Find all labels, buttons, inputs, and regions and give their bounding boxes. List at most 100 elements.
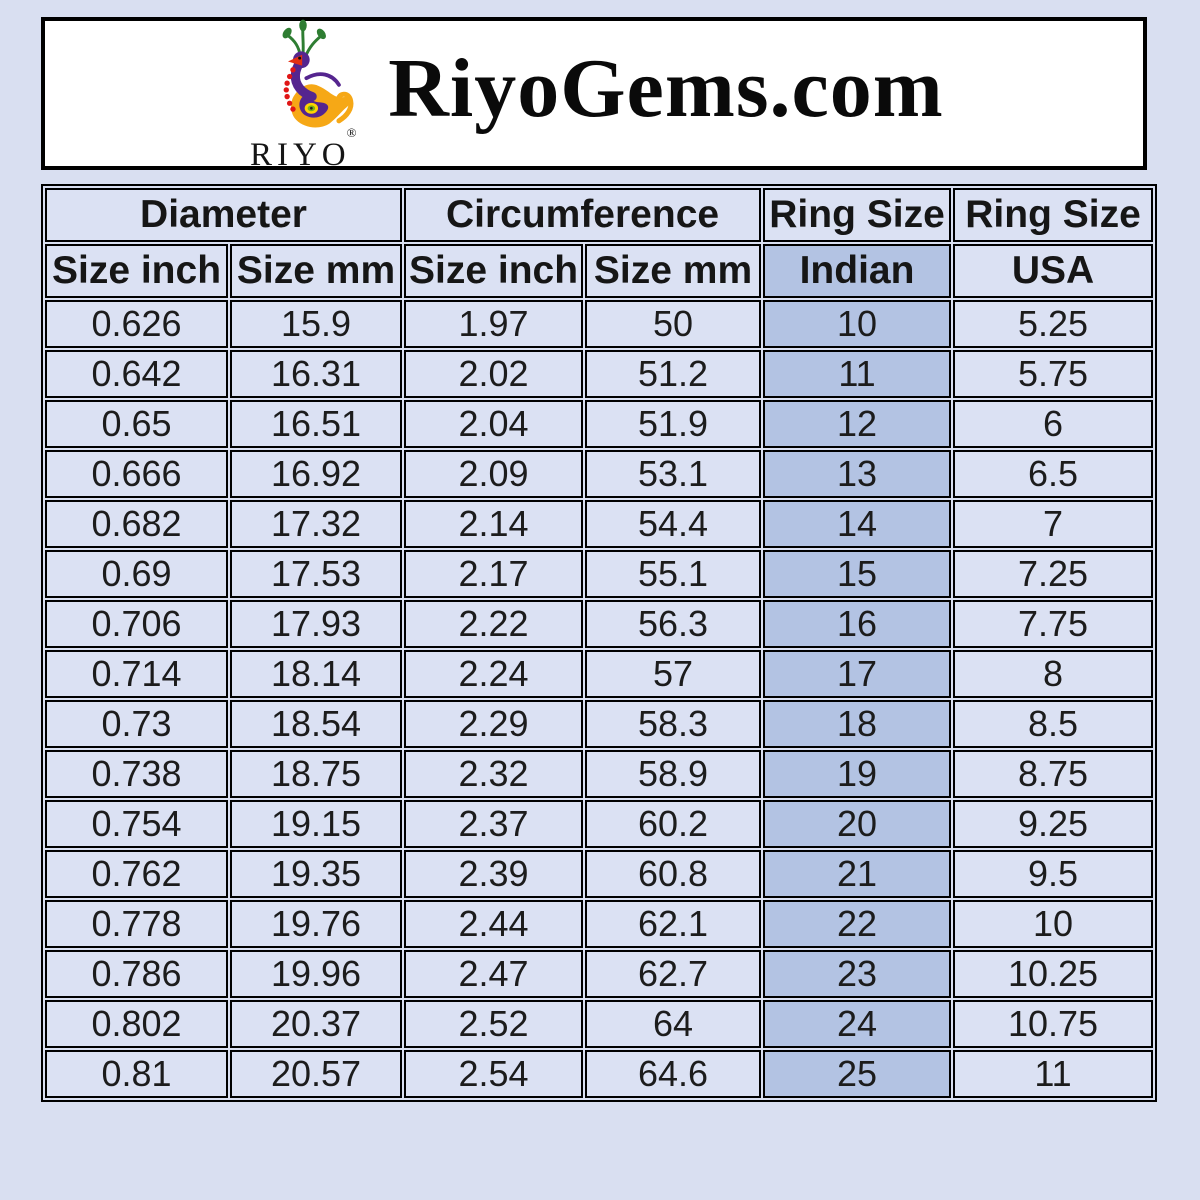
table-cell: 17.53 bbox=[230, 550, 403, 598]
table-row: 0.738 18.75 2.32 58.9 19 8.75 bbox=[45, 750, 1154, 798]
table-cell: 23 bbox=[763, 950, 952, 998]
table-cell: 0.666 bbox=[45, 450, 228, 498]
table-cell: 0.69 bbox=[45, 550, 228, 598]
table-cell: 17.32 bbox=[230, 500, 403, 548]
table-row: 0.626 15.9 1.97 50 10 5.25 bbox=[45, 300, 1154, 348]
table-cell: 19.35 bbox=[230, 850, 403, 898]
table-cell: 12 bbox=[763, 400, 952, 448]
col-header-usa: USA bbox=[953, 244, 1154, 298]
table-cell: 0.706 bbox=[45, 600, 228, 648]
table-cell: 13 bbox=[763, 450, 952, 498]
table-cell: 10.25 bbox=[953, 950, 1154, 998]
table-cell: 62.1 bbox=[585, 900, 762, 948]
table-cell: 2.32 bbox=[404, 750, 584, 798]
table-cell: 22 bbox=[763, 900, 952, 948]
col-group-circumference: Circumference bbox=[404, 188, 762, 242]
table-cell: 51.2 bbox=[585, 350, 762, 398]
table-cell: 2.54 bbox=[404, 1050, 584, 1098]
registered-mark: ® bbox=[346, 124, 357, 140]
table-row: 0.778 19.76 2.44 62.1 22 10 bbox=[45, 900, 1154, 948]
table-cell: 6 bbox=[953, 400, 1154, 448]
site-title: RiyoGems.com bbox=[388, 42, 944, 135]
table-cell: 0.802 bbox=[45, 1000, 228, 1048]
table-cell: 60.2 bbox=[585, 800, 762, 848]
table-cell: 62.7 bbox=[585, 950, 762, 998]
table-row: 0.69 17.53 2.17 55.1 15 7.25 bbox=[45, 550, 1154, 598]
table-cell: 18.54 bbox=[230, 700, 403, 748]
table-cell: 60.8 bbox=[585, 850, 762, 898]
table-cell: 10 bbox=[953, 900, 1154, 948]
table-cell: 1.97 bbox=[404, 300, 584, 348]
table-cell: 7.25 bbox=[953, 550, 1154, 598]
col-group-diameter: Diameter bbox=[45, 188, 403, 242]
table-cell: 11 bbox=[763, 350, 952, 398]
table-cell: 55.1 bbox=[585, 550, 762, 598]
table-cell: 2.17 bbox=[404, 550, 584, 598]
table-cell: 19.96 bbox=[230, 950, 403, 998]
table-cell: 64 bbox=[585, 1000, 762, 1048]
table-cell: 0.81 bbox=[45, 1050, 228, 1098]
table-cell: 11 bbox=[953, 1050, 1154, 1098]
table-cell: 19.76 bbox=[230, 900, 403, 948]
table-cell: 9.5 bbox=[953, 850, 1154, 898]
table-cell: 24 bbox=[763, 1000, 952, 1048]
table-cell: 2.02 bbox=[404, 350, 584, 398]
table-cell: 6.5 bbox=[953, 450, 1154, 498]
table-cell: 0.642 bbox=[45, 350, 228, 398]
table-cell: 2.37 bbox=[404, 800, 584, 848]
table-row: 0.706 17.93 2.22 56.3 16 7.75 bbox=[45, 600, 1154, 648]
table-cell: 0.738 bbox=[45, 750, 228, 798]
table-row: 0.786 19.96 2.47 62.7 23 10.25 bbox=[45, 950, 1154, 998]
table-cell: 7.75 bbox=[953, 600, 1154, 648]
table-cell: 0.626 bbox=[45, 300, 228, 348]
table-cell: 15 bbox=[763, 550, 952, 598]
table-cell: 2.24 bbox=[404, 650, 584, 698]
table-cell: 18.75 bbox=[230, 750, 403, 798]
table-body: 0.626 15.9 1.97 50 10 5.25 0.642 16.31 2.02 51.2 1… bbox=[45, 300, 1154, 1098]
table-row: 0.754 19.15 2.37 60.2 20 9.25 bbox=[45, 800, 1154, 848]
table-cell: 0.778 bbox=[45, 900, 228, 948]
col-header-diameter-mm: Size mm bbox=[230, 244, 403, 298]
table-cell: 2.47 bbox=[404, 950, 584, 998]
table-cell: 16.92 bbox=[230, 450, 403, 498]
table-row: 0.642 16.31 2.02 51.2 11 5.75 bbox=[45, 350, 1154, 398]
table-cell: 8 bbox=[953, 650, 1154, 698]
col-group-ring-size-usa: Ring Size bbox=[953, 188, 1154, 242]
table-row: 0.73 18.54 2.29 58.3 18 8.5 bbox=[45, 700, 1154, 748]
table-cell: 20.57 bbox=[230, 1050, 403, 1098]
table-cell: 51.9 bbox=[585, 400, 762, 448]
table-row: 0.682 17.32 2.14 54.4 14 7 bbox=[45, 500, 1154, 548]
table-cell: 18.14 bbox=[230, 650, 403, 698]
table-cell: 16.51 bbox=[230, 400, 403, 448]
table-cell: 7 bbox=[953, 500, 1154, 548]
table-cell: 0.73 bbox=[45, 700, 228, 748]
sub-header-row: Size inch Size mm Size inch Size mm Indi… bbox=[45, 244, 1154, 298]
logo-brand-text: RIYO® bbox=[249, 124, 357, 173]
table-cell: 58.9 bbox=[585, 750, 762, 798]
table-cell: 2.39 bbox=[404, 850, 584, 898]
table-cell: 21 bbox=[763, 850, 952, 898]
table-row: 0.81 20.57 2.54 64.6 25 11 bbox=[45, 1050, 1154, 1098]
table-row: 0.714 18.14 2.24 57 17 8 bbox=[45, 650, 1154, 698]
table-row: 0.666 16.92 2.09 53.1 13 6.5 bbox=[45, 450, 1154, 498]
riyo-logo: RIYO® bbox=[244, 18, 362, 172]
ring-size-table: Diameter Circumference Ring Size Ring Si… bbox=[41, 184, 1158, 1102]
table-cell: 0.754 bbox=[45, 800, 228, 848]
table-cell: 0.714 bbox=[45, 650, 228, 698]
table-cell: 10 bbox=[763, 300, 952, 348]
table-cell: 0.65 bbox=[45, 400, 228, 448]
brand-header: RIYO® RiyoGems.com bbox=[41, 17, 1147, 172]
col-header-circumference-mm: Size mm bbox=[585, 244, 762, 298]
table-cell: 19.15 bbox=[230, 800, 403, 848]
table-cell: 2.09 bbox=[404, 450, 584, 498]
table-cell: 54.4 bbox=[585, 500, 762, 548]
table-cell: 20.37 bbox=[230, 1000, 403, 1048]
table-row: 0.65 16.51 2.04 51.9 12 6 bbox=[45, 400, 1154, 448]
table-row: 0.762 19.35 2.39 60.8 21 9.5 bbox=[45, 850, 1154, 898]
table-cell: 19 bbox=[763, 750, 952, 798]
col-header-indian: Indian bbox=[763, 244, 952, 298]
table-cell: 14 bbox=[763, 500, 952, 548]
table-row: 0.802 20.37 2.52 64 24 10.75 bbox=[45, 1000, 1154, 1048]
table-cell: 50 bbox=[585, 300, 762, 348]
table-cell: 57 bbox=[585, 650, 762, 698]
